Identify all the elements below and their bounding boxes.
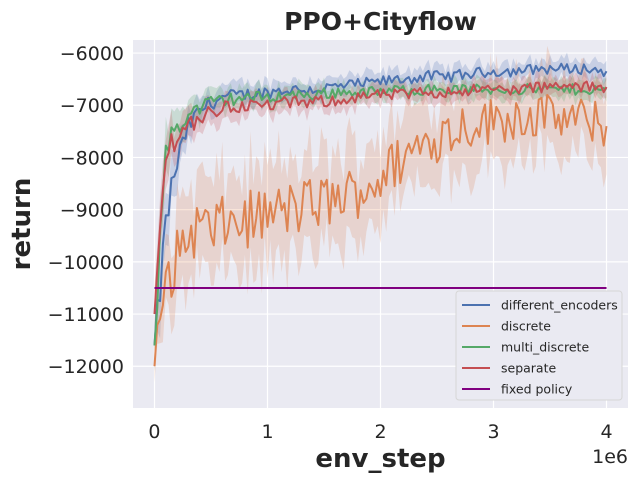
series-band-multi-discrete [154, 74, 607, 372]
legend-label: separate [501, 361, 556, 376]
y-tick-label: −8000 [60, 147, 124, 169]
y-tick-label: −10000 [48, 252, 124, 274]
legend-label: multi_discrete [501, 340, 589, 355]
x-tick-label: 4 [600, 421, 612, 443]
x-offset-label: 1e6 [592, 446, 628, 468]
series-line-different-encoders [153, 62, 608, 346]
series-line-discrete [153, 94, 608, 367]
x-tick-label: 0 [148, 421, 160, 443]
y-tick-label: −7000 [60, 95, 124, 117]
x-tick-label: 3 [487, 421, 499, 443]
x-axis-label: env_step [315, 444, 445, 474]
chart-title: PPO+Cityflow [284, 7, 477, 36]
legend-label: discrete [501, 319, 551, 334]
legend-box [455, 290, 623, 401]
y-axis-label: return [7, 178, 37, 271]
y-tick-label: −9000 [60, 200, 124, 222]
series-lines [153, 62, 608, 367]
y-tick-label: −11000 [48, 304, 124, 326]
legend-label: fixed policy [501, 382, 573, 397]
x-tick-label: 2 [374, 421, 386, 443]
x-tick-label: 1 [261, 421, 273, 443]
y-tick-label: −12000 [48, 356, 124, 378]
legend: different_encoders discrete multi_discrete… [455, 290, 623, 401]
y-tick-label: −6000 [60, 43, 124, 65]
legend-label: different_encoders [501, 298, 618, 313]
series-line-separate [153, 80, 608, 315]
tick-labels: 0 1 2 3 4 −12000 −11000 −10000 −9000 −8000 −7000 −6… [48, 43, 613, 443]
